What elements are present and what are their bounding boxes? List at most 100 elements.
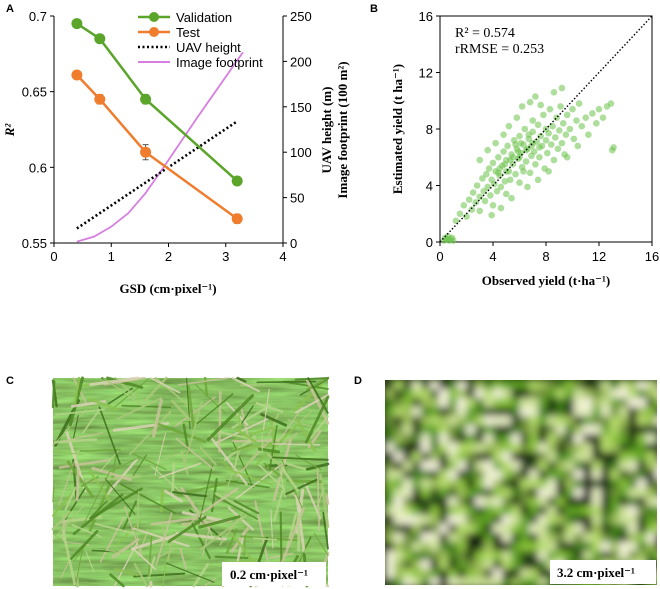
chart-b-point bbox=[513, 114, 521, 121]
chart-a-uav-layer bbox=[76, 120, 238, 230]
chart-b-point bbox=[500, 148, 507, 155]
grass-blade bbox=[136, 491, 140, 539]
mosaic-cell bbox=[529, 578, 538, 585]
chart-b-point bbox=[506, 156, 514, 164]
grass-blade bbox=[85, 550, 95, 573]
chart-b-point bbox=[502, 168, 510, 175]
chart-b-xtick-label: 12 bbox=[592, 249, 606, 264]
mosaic-cell bbox=[502, 425, 511, 434]
mosaic-cell bbox=[385, 470, 394, 479]
mosaic-cell bbox=[493, 407, 502, 416]
mosaic-cell bbox=[655, 542, 657, 551]
mosaic-cell bbox=[556, 434, 565, 443]
mosaic-cell bbox=[439, 389, 448, 398]
grass-blade bbox=[202, 525, 211, 557]
mosaic-cell bbox=[529, 533, 538, 542]
mosaic-cell bbox=[619, 533, 628, 542]
mosaic-cell bbox=[601, 551, 610, 560]
grass-blade bbox=[171, 462, 176, 496]
mosaic-cell bbox=[493, 461, 502, 470]
mosaic-cell bbox=[601, 515, 610, 524]
mosaic-cell bbox=[547, 506, 556, 515]
mosaic-cell bbox=[655, 443, 657, 452]
mosaic-cell bbox=[628, 506, 637, 515]
mosaic-cell bbox=[412, 389, 421, 398]
mosaic-cell bbox=[520, 497, 529, 506]
mosaic-cell bbox=[565, 542, 574, 551]
mosaic-cell bbox=[547, 497, 556, 506]
mosaic-cell bbox=[628, 470, 637, 479]
chart-a-y2tick-label: 50 bbox=[290, 191, 304, 206]
mosaic-cell bbox=[520, 434, 529, 443]
mosaic-cell bbox=[502, 416, 511, 425]
mosaic-cell bbox=[502, 506, 511, 515]
grass-blade bbox=[60, 560, 70, 579]
mosaic-cell bbox=[466, 506, 475, 515]
grass-blade bbox=[158, 462, 202, 479]
grass-blade bbox=[235, 428, 258, 444]
mosaic-cell bbox=[385, 380, 394, 389]
mosaic-cell bbox=[385, 488, 394, 497]
mosaic-cell bbox=[385, 452, 394, 461]
grass-blade bbox=[128, 410, 172, 456]
mosaic-cell bbox=[484, 416, 493, 425]
mosaic-cell bbox=[439, 497, 448, 506]
mosaic-cell bbox=[448, 506, 457, 515]
mosaic-cell bbox=[385, 533, 394, 542]
mosaic-cell bbox=[394, 515, 403, 524]
chart-a-point-test bbox=[71, 69, 83, 81]
chart-b-point bbox=[536, 144, 543, 151]
grass-blade bbox=[258, 464, 286, 491]
grass-blade bbox=[120, 483, 176, 515]
mosaic-cell bbox=[484, 542, 493, 551]
grass-blade bbox=[154, 432, 167, 477]
mosaic-cell bbox=[646, 434, 655, 443]
mosaic-cell bbox=[484, 461, 493, 470]
mosaic-cell bbox=[565, 425, 574, 434]
mosaic-cell bbox=[394, 551, 403, 560]
mosaic-cell bbox=[412, 560, 421, 569]
mosaic-cell bbox=[610, 461, 619, 470]
mosaic-cell bbox=[637, 479, 646, 488]
mosaic-cell bbox=[520, 524, 529, 533]
chart-b-point bbox=[558, 139, 566, 147]
grass-blade bbox=[279, 467, 286, 498]
mosaic-cell bbox=[646, 425, 655, 434]
mosaic-cell bbox=[385, 479, 394, 488]
mosaic-cell bbox=[619, 515, 628, 524]
mosaic-cell bbox=[430, 542, 439, 551]
legend-validation-label: Validation bbox=[176, 10, 232, 25]
chart-a-point-test bbox=[140, 146, 152, 158]
mosaic-cell bbox=[583, 488, 592, 497]
chart-a-xlabel: GSD (cm·pixel⁻¹) bbox=[119, 281, 216, 296]
grass-blade bbox=[254, 500, 269, 562]
mosaic-cell bbox=[493, 443, 502, 452]
mosaic-cell bbox=[637, 434, 646, 443]
mosaic-cell bbox=[430, 479, 439, 488]
chart-b-point bbox=[525, 131, 533, 138]
mosaic-cell bbox=[466, 515, 475, 524]
mosaic-cell bbox=[466, 524, 475, 533]
mosaic-cell bbox=[556, 452, 565, 461]
mosaic-cell bbox=[511, 398, 520, 407]
mosaic-cell bbox=[484, 578, 493, 585]
mosaic-cell bbox=[502, 470, 511, 479]
mosaic-cell bbox=[493, 551, 502, 560]
mosaic-cell bbox=[556, 407, 565, 416]
mosaic-cell bbox=[655, 497, 657, 506]
mosaic-cell bbox=[457, 569, 466, 578]
mosaic-cell bbox=[601, 461, 610, 470]
chart-b-point bbox=[563, 153, 571, 161]
mosaic-cell bbox=[502, 452, 511, 461]
mosaic-cell bbox=[412, 488, 421, 497]
mosaic-cell bbox=[538, 542, 547, 551]
grass-blade bbox=[104, 478, 136, 515]
mosaic-cell bbox=[547, 488, 556, 497]
mosaic-cell bbox=[412, 533, 421, 542]
chart-a-y2label: UAV height (m) bbox=[319, 87, 334, 174]
mosaic-cell bbox=[628, 380, 637, 389]
mosaic-cell bbox=[412, 506, 421, 515]
chart-b-point bbox=[492, 139, 499, 147]
chart-b-point bbox=[483, 170, 490, 178]
chart-b-points-layer bbox=[440, 84, 617, 244]
